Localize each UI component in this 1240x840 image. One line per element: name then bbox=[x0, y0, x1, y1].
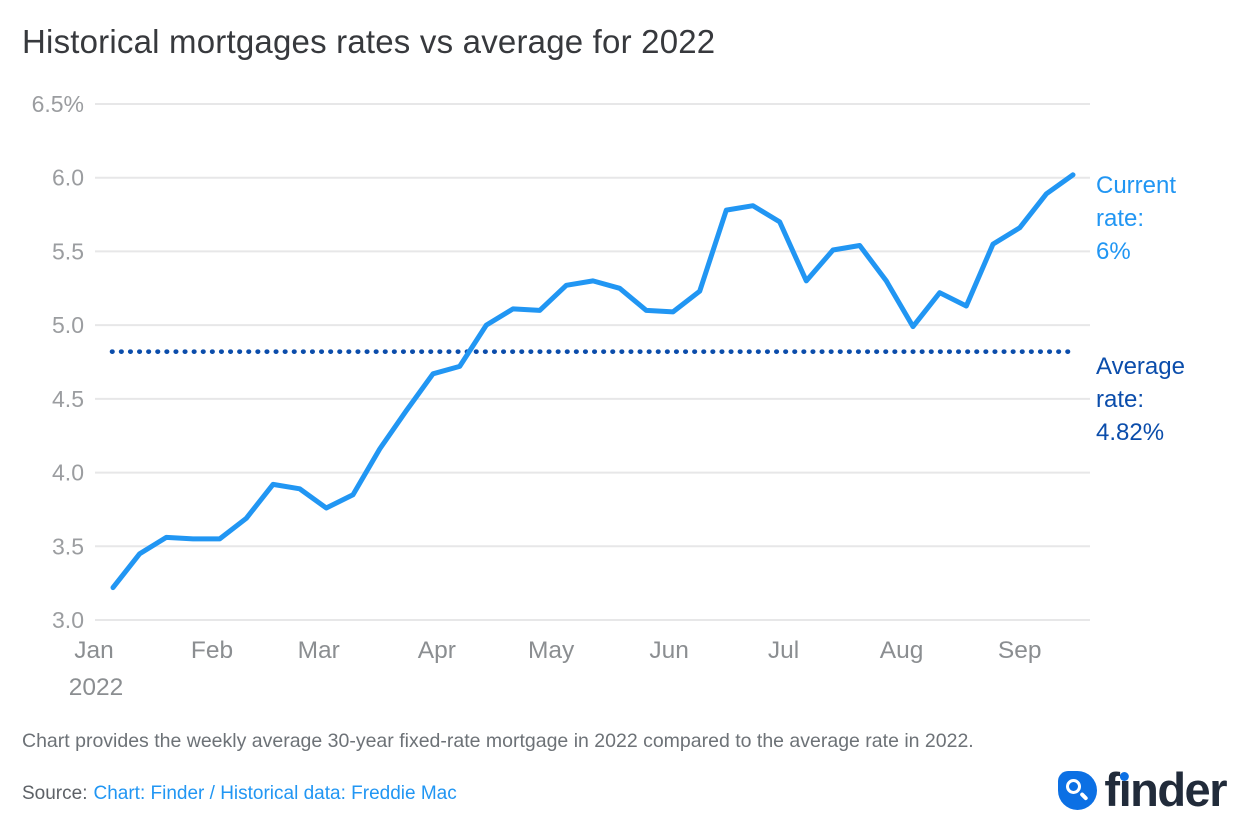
rate-series-line bbox=[110, 172, 1076, 591]
y-tick-label: 3.0 bbox=[52, 607, 84, 633]
y-tick-label: 6.5% bbox=[32, 91, 84, 117]
x-tick-label: Jun bbox=[649, 637, 689, 664]
y-tick-label: 4.5 bbox=[52, 386, 84, 412]
finder-logo-text: fı nder bbox=[1104, 766, 1227, 813]
source-label: Source: bbox=[22, 783, 88, 804]
page-title: Historical mortgages rates vs average fo… bbox=[22, 23, 716, 60]
average-rate-annotation: Average rate: 4.82% bbox=[1096, 350, 1216, 449]
finder-logo[interactable]: fı nder bbox=[1058, 766, 1227, 813]
logo-text-nder: nder bbox=[1130, 763, 1227, 816]
logo-i-dot-icon bbox=[1120, 772, 1130, 781]
current-rate-annotation: Current rate: 6% bbox=[1096, 169, 1216, 268]
x-tick-label: Jul bbox=[768, 637, 799, 664]
magnifier-icon bbox=[1066, 778, 1082, 794]
x-tick-label: Aug bbox=[880, 637, 924, 664]
average-rate-value: 4.82% bbox=[1096, 419, 1165, 446]
x-tick-label: Sep bbox=[998, 637, 1042, 664]
source-link[interactable]: Chart: Finder / Historical data: Freddie… bbox=[93, 783, 457, 804]
x-tick-label: May bbox=[528, 637, 575, 664]
finder-drop-icon bbox=[1058, 770, 1098, 810]
y-tick-label: 5.0 bbox=[52, 312, 84, 338]
x-tick-label: Feb bbox=[191, 637, 233, 664]
x-tick-label: Apr bbox=[418, 637, 456, 664]
y-tick-label: 4.0 bbox=[52, 460, 84, 486]
magnifier-handle-icon bbox=[1079, 792, 1089, 801]
current-rate-value: 6% bbox=[1096, 238, 1131, 265]
x-tick-label: Jan bbox=[74, 637, 114, 664]
source-line: Source: Chart: Finder / Historical data: … bbox=[22, 783, 457, 805]
rate-line-chart: 6.5% 6.0 5.5 5.0 4.5 4.0 3.5 3.0 Jan 2022 Feb Mar Ap… bbox=[32, 91, 1090, 701]
y-tick-label: 6.0 bbox=[52, 165, 84, 191]
x-tick-label: Mar bbox=[298, 637, 340, 664]
y-tick-label: 5.5 bbox=[52, 238, 84, 264]
logo-text-f: f bbox=[1104, 763, 1120, 816]
logo-text-i: ı bbox=[1119, 766, 1132, 813]
logo-i-stem: ı bbox=[1118, 763, 1132, 816]
y-tick-label: 3.5 bbox=[52, 533, 84, 559]
chart-description: Chart provides the weekly average 30-yea… bbox=[22, 730, 974, 752]
average-rate-label: Average rate: bbox=[1096, 353, 1185, 413]
x-tick-year-label: 2022 bbox=[69, 674, 124, 701]
current-rate-label: Current rate: bbox=[1096, 172, 1177, 232]
